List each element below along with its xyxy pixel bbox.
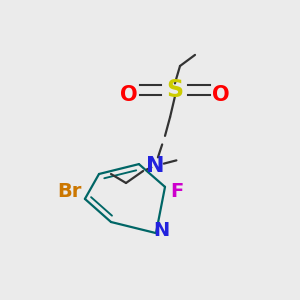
Text: F: F [170, 182, 184, 201]
Text: Br: Br [58, 182, 82, 201]
Text: S: S [166, 78, 184, 102]
Text: N: N [153, 220, 169, 240]
Text: O: O [212, 85, 230, 105]
Text: O: O [120, 85, 138, 105]
Text: N: N [146, 156, 164, 176]
